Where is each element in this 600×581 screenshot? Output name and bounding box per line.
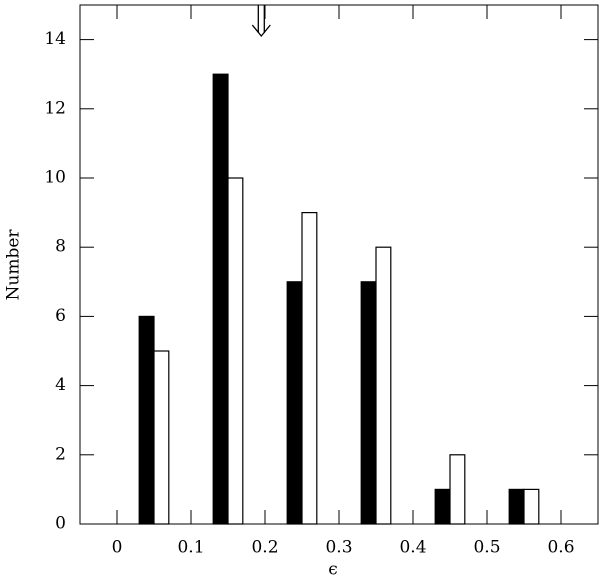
bar <box>449 454 466 525</box>
bar <box>434 488 451 525</box>
y-tick-label: 12 <box>44 98 66 118</box>
bar <box>301 212 318 525</box>
y-tick-label: 14 <box>44 29 66 49</box>
bar <box>508 488 525 525</box>
x-tick-label: 0.6 <box>547 538 574 558</box>
bar <box>212 73 229 525</box>
bar <box>153 350 170 525</box>
x-tick-label: 0.5 <box>473 538 500 558</box>
y-tick-label: 4 <box>55 375 66 395</box>
arrow-marker <box>251 5 271 38</box>
bar <box>227 177 244 525</box>
y-tick-label: 6 <box>55 306 66 326</box>
x-tick-label: 0 <box>112 538 123 558</box>
x-tick-label: 0.4 <box>399 538 426 558</box>
y-tick-label: 0 <box>55 514 66 534</box>
y-tick-label: 2 <box>55 444 66 464</box>
x-axis-label: ϵ <box>328 560 338 580</box>
bar <box>360 281 377 525</box>
bar <box>375 246 392 525</box>
bar <box>523 488 540 525</box>
bar <box>286 281 303 525</box>
x-tick-label: 0.1 <box>177 538 204 558</box>
y-axis-label: Number <box>4 229 24 301</box>
y-tick-label: 8 <box>55 237 66 257</box>
x-tick-label: 0.3 <box>325 538 352 558</box>
bar <box>138 315 155 525</box>
x-tick-label: 0.2 <box>251 538 278 558</box>
y-tick-label: 10 <box>44 168 66 188</box>
